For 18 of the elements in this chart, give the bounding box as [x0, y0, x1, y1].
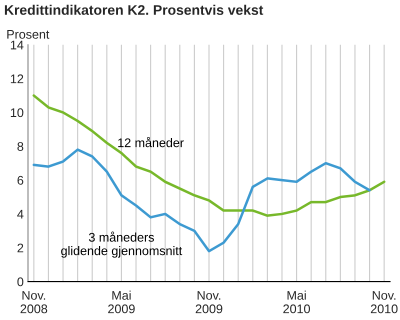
x-tick-label: Nov. 2009	[196, 291, 222, 314]
chart-title: Kredittindikatoren K2. Prosentvis vekst	[4, 4, 264, 15]
line-series	[32, 94, 386, 217]
y-tick-label: 14	[10, 40, 24, 50]
x-tick-label: Mai 2010	[283, 290, 310, 314]
y-axis-title: Prosent	[7, 30, 50, 39]
series-label: 3 måneders glidende gjennomsnitt	[61, 232, 182, 258]
y-tick-label: 10	[10, 108, 24, 118]
y-tick-label: 2	[18, 244, 24, 252]
series-label: 12 måneder	[118, 137, 184, 148]
y-tick-label: 12	[10, 74, 24, 84]
x-tick-label: Nov. 2008	[20, 291, 48, 314]
x-tick-label: Mai 2009	[108, 290, 135, 314]
x-tick-label: Nov. 2010	[370, 291, 398, 314]
y-tick-label: 4	[17, 210, 24, 218]
y-tick-label: 8	[17, 142, 24, 151]
y-tick-label: 6	[18, 176, 24, 185]
y-tick-label: 0	[17, 277, 24, 286]
